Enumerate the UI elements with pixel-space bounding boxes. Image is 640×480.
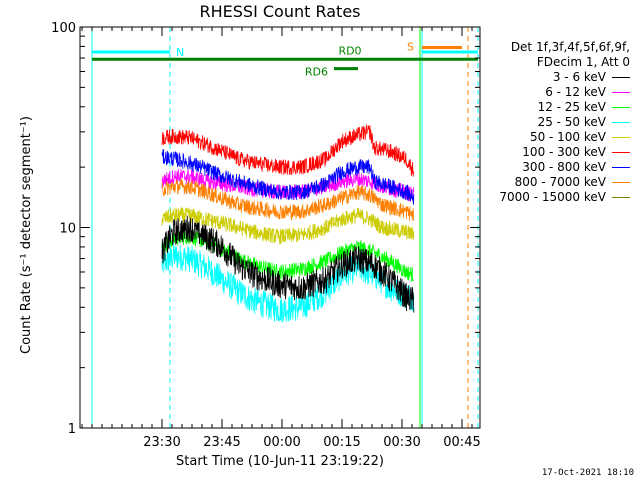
x-tick-label: 00:30	[383, 435, 420, 450]
series-line-7	[161, 178, 415, 222]
y-axis-label: Count Rate (s⁻¹ detector segment⁻¹)	[19, 116, 34, 354]
y-tick-label: 10	[59, 222, 76, 237]
legend-entry-label: 100 - 300 keV	[522, 145, 606, 159]
legend-entry-label: 7000 - 15000 keV	[499, 190, 606, 204]
legend-swatch	[612, 152, 630, 153]
legend-entry-label: 6 - 12 keV	[545, 85, 606, 99]
legend-swatch	[612, 77, 630, 78]
flag-label-rd6: RD6	[305, 66, 328, 79]
legend-entry-label: 12 - 25 keV	[537, 100, 606, 114]
y-tick-label: 100	[51, 21, 76, 36]
legend-header-line-2: FDecim 1, Att 0	[536, 55, 630, 69]
flag-label-n: N	[176, 46, 184, 59]
x-tick-label: 23:30	[143, 435, 180, 450]
flag-label-s: S	[407, 41, 414, 54]
series-line-5	[161, 124, 415, 177]
legend-entry-label: 25 - 50 keV	[537, 115, 606, 129]
legend-swatch	[612, 167, 630, 168]
series-line-6	[161, 149, 415, 205]
x-tick-label: 23:45	[203, 435, 240, 450]
legend-entry: 7000 - 15000 keV	[482, 190, 630, 205]
legend-entry: 12 - 25 keV	[482, 100, 630, 115]
legend-entry: 3 - 6 keV	[482, 70, 630, 85]
legend-swatch	[612, 197, 630, 198]
chart-title: RHESSI Count Rates	[199, 2, 361, 21]
legend-entry: 6 - 12 keV	[482, 85, 630, 100]
legend-swatch	[612, 137, 630, 138]
legend-entry-label: 800 - 7000 keV	[514, 175, 606, 189]
legend: Det 1f,3f,4f,5f,6f,9f, FDecim 1, Att 0 3…	[482, 40, 630, 205]
timestamp-footer: 17-Oct-2021 18:10	[541, 468, 634, 478]
flag-bars: N S RD0 RD6	[92, 41, 478, 79]
x-tick-label: 00:00	[263, 435, 300, 450]
series-group	[161, 124, 415, 323]
axes: 1 10 100 23:30 23:45 00:00 00:15 00:30 00:45	[51, 21, 481, 450]
vertical-markers	[91, 27, 479, 428]
legend-entries: 3 - 6 keV 6 - 12 keV 12 - 25 keV 25 - 50 ke…	[482, 70, 630, 205]
legend-swatch	[612, 122, 630, 123]
series-line-0	[161, 215, 415, 313]
legend-entry: 50 - 100 keV	[482, 130, 630, 145]
legend-header-line-1: Det 1f,3f,4f,5f,6f,9f,	[510, 40, 630, 54]
y-tick-label: 1	[68, 422, 76, 437]
legend-entry: 25 - 50 keV	[482, 115, 630, 130]
x-axis-label: Start Time (10-Jun-11 23:19:22)	[176, 454, 384, 469]
x-tick-label: 00:45	[443, 435, 480, 450]
flag-label-rd0: RD0	[338, 44, 361, 57]
legend-swatch	[612, 107, 630, 108]
x-tick-label: 00:15	[323, 435, 360, 450]
series-line-4	[161, 206, 415, 245]
legend-entry: 300 - 800 keV	[482, 160, 630, 175]
legend-entry: 800 - 7000 keV	[482, 175, 630, 190]
legend-entry: 100 - 300 keV	[482, 145, 630, 160]
legend-swatch	[612, 182, 630, 183]
legend-entry-label: 3 - 6 keV	[552, 70, 606, 84]
legend-entry-label: 300 - 800 keV	[522, 160, 606, 174]
legend-swatch	[612, 92, 630, 93]
legend-entry-label: 50 - 100 keV	[529, 130, 606, 144]
